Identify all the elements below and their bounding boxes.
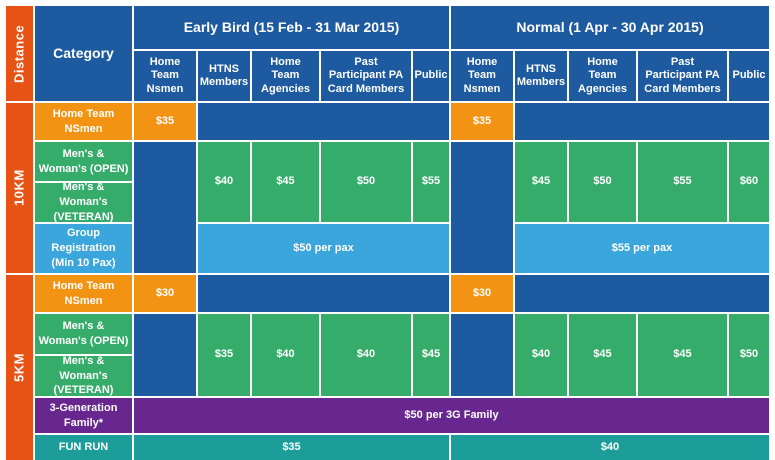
empty-10km-eb-home-col: [134, 142, 196, 273]
price-10km-eb-public: $55: [413, 142, 449, 222]
n-col-home-team: Home Team Nsmen: [451, 51, 513, 101]
price-5km-n-agencies: $45: [569, 314, 636, 396]
price-10km-eb-past: $50: [321, 142, 411, 222]
price-10km-n-public: $60: [729, 142, 769, 222]
category-10km-group: Group Registration (Min 10 Pax): [35, 224, 132, 273]
eb-col-public: Public: [413, 51, 449, 101]
price-5km-n-fun-run: $40: [451, 435, 769, 460]
category-10km-veteran: Men's & Woman's (VETERAN): [35, 181, 132, 223]
price-10km-n-group: $55 per pax: [515, 224, 769, 273]
distance-header: Distance: [6, 6, 33, 101]
price-5km-n-htns: $40: [515, 314, 567, 396]
eb-col-home-team: Home Team Nsmen: [134, 51, 196, 101]
empty-10km-n-home-col: [451, 142, 513, 273]
category-10km-home-team: Home Team NSmen: [35, 103, 132, 140]
eb-col-past: Past Participant PA Card Members: [321, 51, 411, 101]
empty-10km-n-home-row: [515, 103, 769, 140]
price-5km-eb-past: $40: [321, 314, 411, 396]
price-5km-three-gen: $50 per 3G Family: [134, 398, 769, 433]
distance-5km: 5KM: [6, 275, 33, 460]
price-5km-n-public: $50: [729, 314, 769, 396]
price-5km-eb-htns: $35: [198, 314, 250, 396]
price-10km-n-agencies: $50: [569, 142, 636, 222]
category-5km-fun-run: FUN RUN: [35, 435, 132, 460]
price-5km-eb-fun-run: $35: [134, 435, 449, 460]
price-10km-n-home-team: $35: [451, 103, 513, 140]
normal-header: Normal (1 Apr - 30 Apr 2015): [451, 6, 769, 49]
price-10km-eb-agencies: $45: [252, 142, 319, 222]
category-header: Category: [35, 6, 132, 101]
eb-col-agencies: Home Team Agencies: [252, 51, 319, 101]
category-10km-open: Men's & Woman's (OPEN): [35, 142, 132, 181]
price-5km-n-past: $45: [638, 314, 727, 396]
price-10km-n-htns: $45: [515, 142, 567, 222]
price-5km-eb-public: $45: [413, 314, 449, 396]
price-10km-eb-home-team: $35: [134, 103, 196, 140]
category-5km-three-gen: 3-Generation Family*: [35, 398, 132, 433]
early-bird-header: Early Bird (15 Feb - 31 Mar 2015): [134, 6, 449, 49]
n-col-past: Past Participant PA Card Members: [638, 51, 727, 101]
empty-5km-n-home-row: [515, 275, 769, 312]
category-5km-home-team: Home Team NSmen: [35, 275, 132, 312]
price-5km-eb-home-team: $30: [134, 275, 196, 312]
n-col-public: Public: [729, 51, 769, 101]
price-10km-eb-htns: $40: [198, 142, 250, 222]
empty-5km-eb-home-col: [134, 314, 196, 396]
category-5km-veteran: Men's & Woman's (VETERAN): [35, 355, 132, 396]
eb-col-htns: HTNS Members: [198, 51, 250, 101]
distance-10km: 10KM: [6, 103, 33, 273]
price-5km-eb-agencies: $40: [252, 314, 319, 396]
empty-5km-n-home-col: [451, 314, 513, 396]
empty-10km-eb-home-row: [198, 103, 449, 140]
price-10km-n-past: $55: [638, 142, 727, 222]
empty-5km-eb-home-row: [198, 275, 449, 312]
price-5km-n-home-team: $30: [451, 275, 513, 312]
n-col-agencies: Home Team Agencies: [569, 51, 636, 101]
price-10km-eb-group: $50 per pax: [198, 224, 449, 273]
n-col-htns: HTNS Members: [515, 51, 567, 101]
category-5km-open: Men's & Woman's (OPEN): [35, 314, 132, 354]
